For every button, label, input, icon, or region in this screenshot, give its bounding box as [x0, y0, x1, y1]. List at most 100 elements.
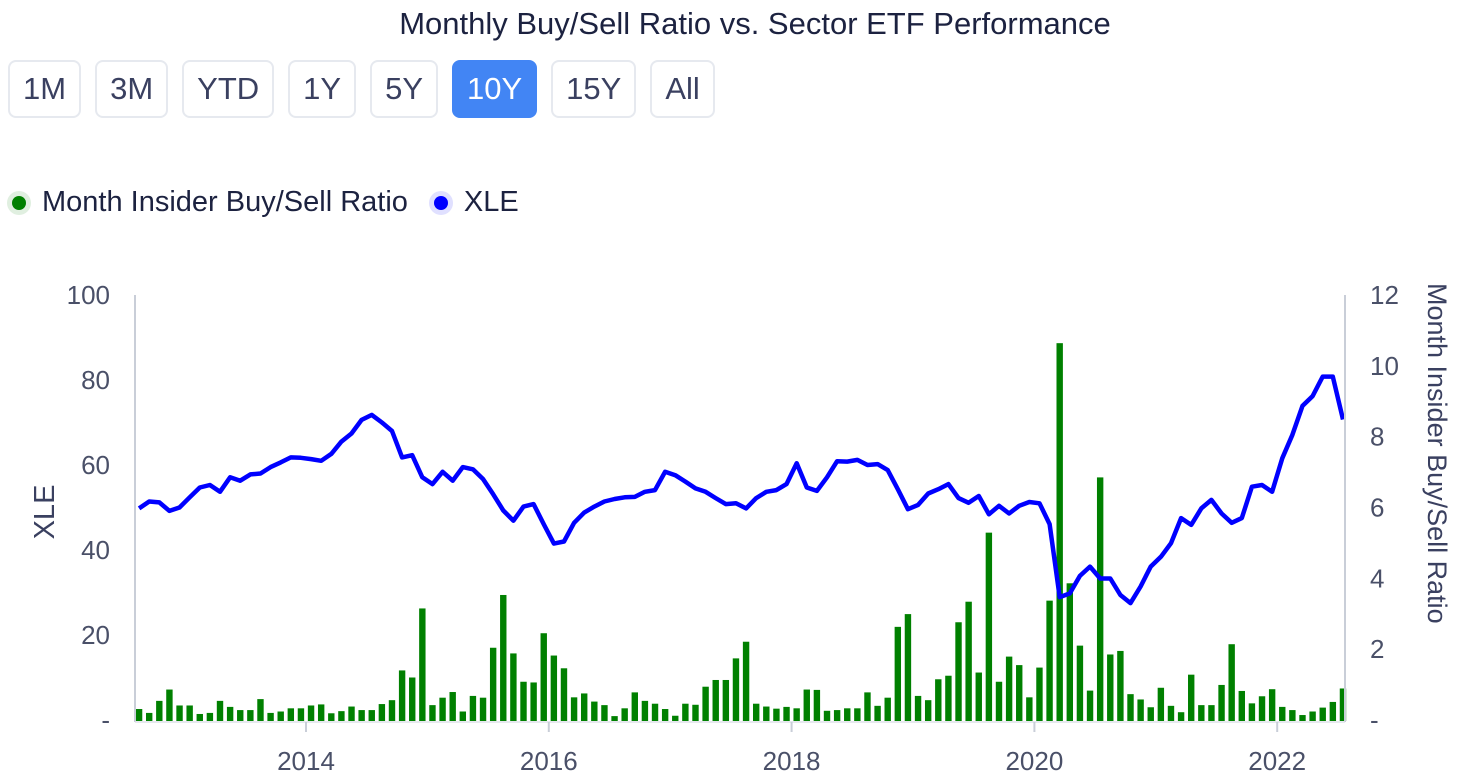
range-button-3m[interactable]: 3M — [95, 60, 169, 118]
ratio-bar[interactable] — [368, 710, 375, 721]
ratio-bar[interactable] — [479, 697, 487, 721]
ratio-bar[interactable] — [409, 677, 416, 722]
ratio-bar[interactable] — [823, 710, 831, 721]
ratio-bar[interactable] — [560, 668, 568, 721]
ratio-bar[interactable] — [378, 704, 386, 721]
ratio-bar[interactable] — [216, 700, 224, 721]
ratio-bar[interactable] — [1198, 705, 1205, 721]
ratio-bar[interactable] — [237, 710, 244, 721]
ratio-bar[interactable] — [540, 633, 547, 721]
ratio-bar[interactable] — [257, 699, 264, 721]
ratio-bar[interactable] — [945, 675, 952, 721]
ratio-bar[interactable] — [1268, 689, 1276, 721]
ratio-bar[interactable] — [813, 689, 821, 721]
ratio-bar[interactable] — [297, 708, 305, 721]
range-button-5y[interactable]: 5Y — [370, 60, 438, 118]
ratio-bar[interactable] — [510, 653, 517, 721]
ratio-bar[interactable] — [621, 708, 628, 721]
ratio-bar[interactable] — [935, 679, 942, 721]
ratio-bar[interactable] — [226, 706, 234, 721]
ratio-bar[interactable] — [1289, 710, 1296, 721]
ratio-bar[interactable] — [732, 658, 740, 721]
range-button-10y[interactable]: 10Y — [452, 60, 538, 118]
ratio-bar[interactable] — [1208, 705, 1215, 721]
ratio-bar[interactable] — [1167, 705, 1175, 721]
ratio-bar[interactable] — [317, 704, 325, 721]
ratio-bar[interactable] — [763, 706, 770, 721]
ratio-bar[interactable] — [955, 622, 962, 721]
ratio-bar[interactable] — [166, 689, 173, 721]
ratio-bar[interactable] — [439, 697, 446, 721]
range-button-all[interactable]: All — [650, 60, 715, 118]
ratio-bar[interactable] — [348, 706, 355, 721]
ratio-bar[interactable] — [854, 708, 861, 721]
ratio-bar[interactable] — [641, 700, 649, 721]
ratio-bar[interactable] — [520, 681, 527, 721]
ratio-bar[interactable] — [135, 709, 143, 721]
range-button-1y[interactable]: 1Y — [288, 60, 357, 118]
ratio-bar[interactable] — [914, 695, 922, 721]
ratio-bar[interactable] — [206, 712, 214, 721]
ratio-bar[interactable] — [186, 705, 193, 721]
ratio-bar[interactable] — [975, 672, 982, 721]
ratio-bar[interactable] — [692, 704, 699, 721]
ratio-bar[interactable] — [1076, 645, 1084, 721]
ratio-bar[interactable] — [803, 689, 810, 721]
ratio-bar[interactable] — [196, 713, 203, 721]
ratio-bar[interactable] — [783, 706, 790, 721]
ratio-bar[interactable] — [1036, 667, 1043, 721]
ratio-bar[interactable] — [328, 713, 335, 721]
ratio-bar[interactable] — [338, 711, 345, 721]
ratio-bar[interactable] — [611, 716, 618, 721]
ratio-bar[interactable] — [1016, 665, 1023, 721]
ratio-bar[interactable] — [1066, 583, 1074, 721]
ratio-bar[interactable] — [844, 708, 851, 721]
ratio-bar[interactable] — [581, 693, 588, 721]
ratio-bar[interactable] — [267, 712, 274, 721]
ratio-bar[interactable] — [530, 682, 537, 721]
ratio-bar[interactable] — [1127, 694, 1134, 721]
ratio-bar[interactable] — [995, 681, 1003, 721]
ratio-bar[interactable] — [1329, 701, 1337, 721]
ratio-bar[interactable] — [1056, 343, 1063, 721]
ratio-bar[interactable] — [864, 692, 871, 721]
ratio-bar[interactable] — [1005, 656, 1013, 721]
ratio-bar[interactable] — [277, 711, 284, 722]
ratio-bar[interactable] — [550, 655, 558, 721]
ratio-bar[interactable] — [570, 697, 578, 721]
ratio-bar[interactable] — [1086, 690, 1094, 721]
ratio-bar[interactable] — [358, 710, 365, 721]
ratio-bar[interactable] — [682, 703, 689, 721]
ratio-bar[interactable] — [156, 700, 163, 721]
ratio-bar[interactable] — [833, 710, 841, 721]
ratio-bar[interactable] — [1117, 650, 1124, 721]
ratio-bar[interactable] — [1258, 696, 1266, 721]
legend-item-xle[interactable]: XLE — [433, 186, 519, 219]
ratio-bar[interactable] — [651, 703, 659, 721]
ratio-bar[interactable] — [712, 679, 719, 721]
ratio-bar[interactable] — [1218, 684, 1225, 721]
ratio-bar[interactable] — [773, 708, 780, 721]
ratio-bar[interactable] — [894, 626, 902, 721]
ratio-bar[interactable] — [500, 594, 507, 721]
ratio-bar[interactable] — [1188, 674, 1195, 721]
ratio-bar[interactable] — [985, 532, 993, 721]
ratio-bar[interactable] — [1147, 707, 1154, 721]
ratio-bar[interactable] — [672, 715, 679, 721]
ratio-bar[interactable] — [752, 703, 760, 721]
ratio-bar[interactable] — [1046, 600, 1053, 721]
ratio-bar[interactable] — [489, 647, 497, 721]
ratio-bar[interactable] — [793, 708, 800, 721]
ratio-bar[interactable] — [601, 705, 608, 721]
ratio-bar[interactable] — [1339, 688, 1347, 721]
ratio-bar[interactable] — [924, 700, 932, 721]
ratio-bar[interactable] — [398, 670, 406, 721]
ratio-bar[interactable] — [1177, 712, 1185, 721]
more-vertical-icon[interactable]: ⋮ — [1464, 134, 1474, 165]
ratio-bar[interactable] — [388, 700, 396, 721]
ratio-bar[interactable] — [449, 692, 456, 721]
range-button-ytd[interactable]: YTD — [182, 60, 275, 118]
ratio-bar[interactable] — [419, 608, 426, 721]
range-button-15y[interactable]: 15Y — [551, 60, 637, 118]
ratio-bar[interactable] — [469, 695, 477, 721]
